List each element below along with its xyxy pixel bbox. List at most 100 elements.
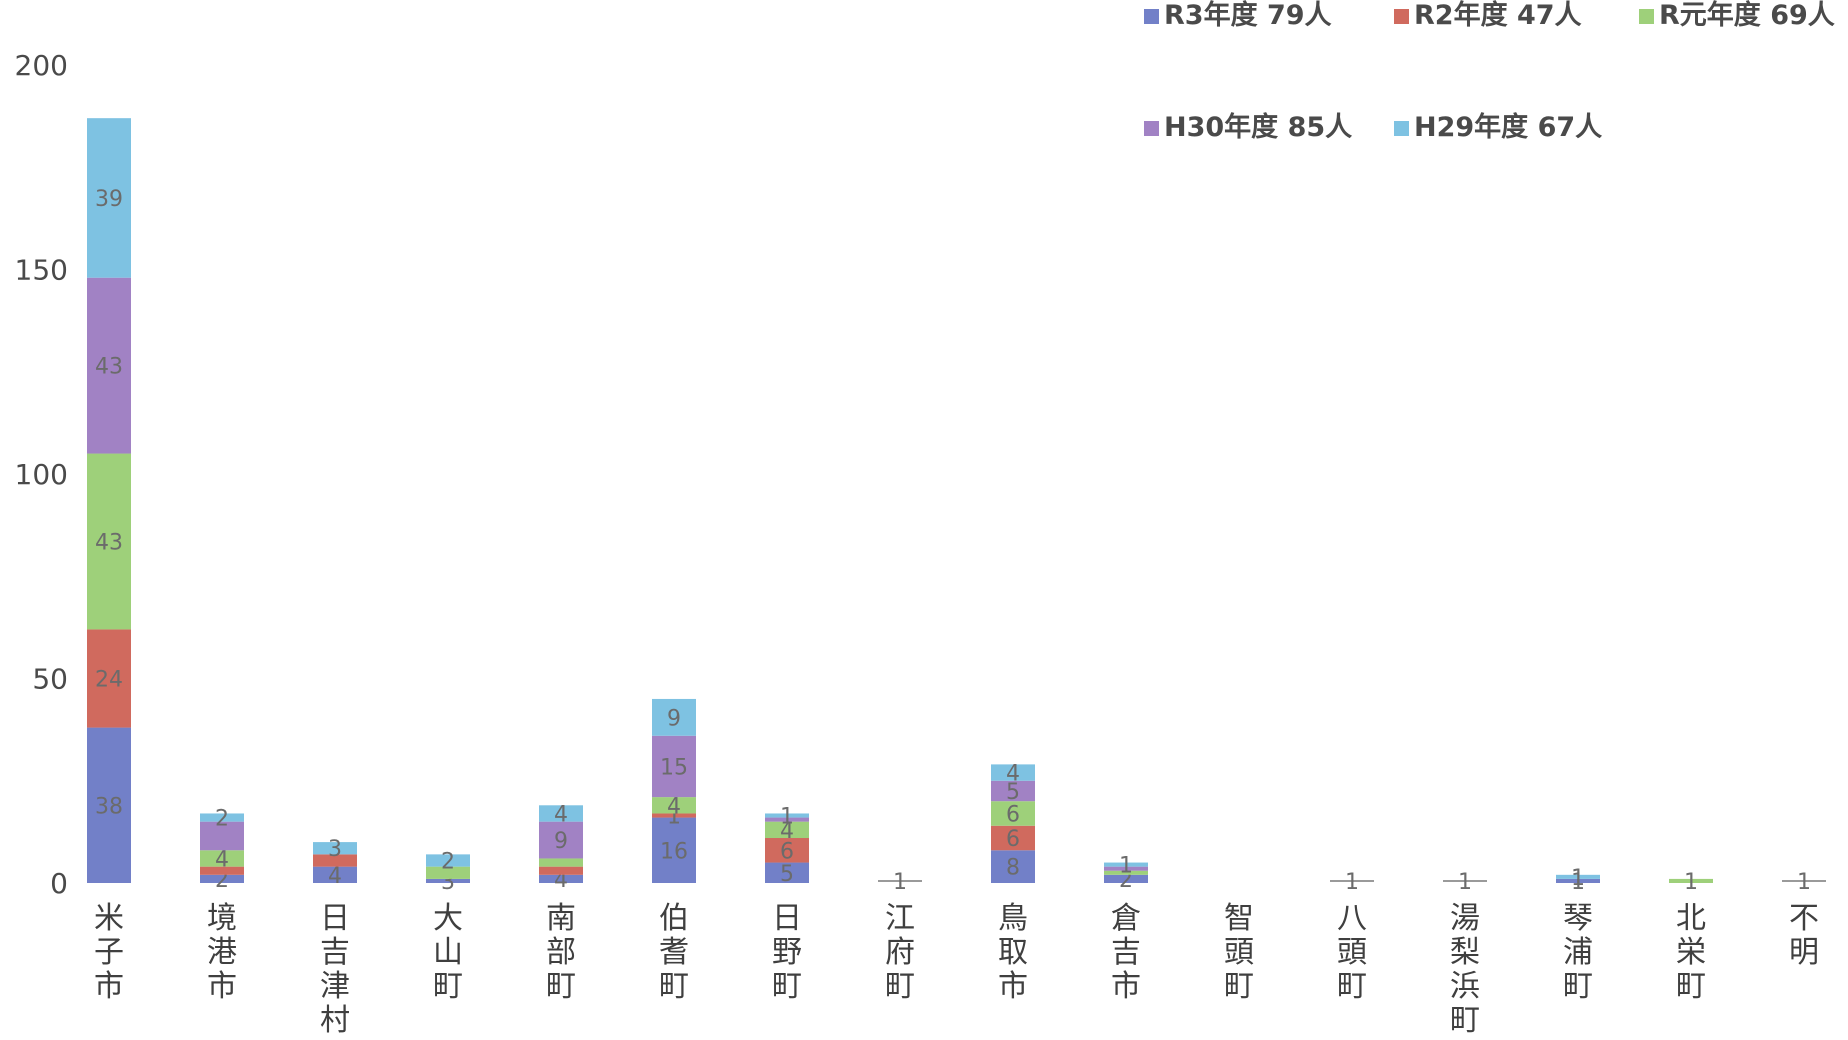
bar-segment: [1556, 874, 1600, 879]
legend-item: H29年度 67人: [1394, 111, 1602, 143]
segment-value-label: 1: [780, 805, 794, 830]
bar-segment: [313, 842, 357, 855]
segment-value-label: 4: [1006, 762, 1020, 787]
segment-value-label: 1: [1797, 870, 1811, 895]
bar-segment: [652, 817, 696, 883]
y-tick-label: 150: [15, 254, 68, 287]
segment-value-label: 1: [1684, 870, 1698, 895]
category-label: 不明: [1789, 901, 1819, 970]
bar-segment: [539, 874, 583, 883]
bar-segment: [652, 797, 696, 814]
bar-segment: [1104, 874, 1148, 883]
bar-segment: [1104, 870, 1148, 875]
segment-value-label: 1: [893, 870, 907, 895]
segment-value-label: 2: [215, 807, 229, 832]
segment-value-label: 6: [1006, 802, 1020, 827]
bar-segment: [87, 727, 131, 883]
bar-segment: [652, 813, 696, 818]
bar-segment: [991, 764, 1035, 781]
category-label: 日野町: [772, 901, 802, 1004]
bar-segment: [991, 825, 1035, 851]
segment-value-label: 1: [1458, 870, 1472, 895]
segment-value-label: 2: [441, 850, 455, 875]
segment-value-label: 15: [660, 755, 688, 780]
bar-segment: [87, 453, 131, 630]
bar-segment: [87, 629, 131, 728]
bar-segment: [200, 866, 244, 875]
segment-value-label: 43: [95, 355, 123, 380]
bar-segment: [765, 862, 809, 883]
segment-value-label: 16: [660, 839, 688, 864]
bar-segment: [426, 878, 470, 883]
category-label: 境港市: [207, 901, 237, 1004]
bar-segment: [1669, 878, 1713, 883]
category-label: 智頭町: [1224, 901, 1254, 1004]
category-label: 大山町: [433, 901, 463, 1004]
legend-item: R3年度 79人: [1144, 0, 1332, 31]
bars: 3824434339米子市242境港市43日吉津村32大山町494南部町1614…: [87, 118, 1826, 1038]
segment-value-label: 4: [215, 847, 229, 872]
bar-stack: 1 江府町: [878, 870, 922, 1004]
bar-segment: [765, 813, 809, 818]
legend-label: H30年度 85人: [1164, 111, 1352, 143]
bar-stack: 智頭町: [1224, 901, 1254, 1004]
bar-stack: 1 八頭町: [1330, 870, 1374, 1004]
bar-stack: 1 湯梨浜町: [1443, 870, 1487, 1038]
bar-segment: [1556, 878, 1600, 883]
segment-value-label: 6: [1006, 827, 1020, 852]
segment-value-label: 24: [95, 668, 123, 693]
category-label: 北栄町: [1676, 901, 1706, 1004]
category-label: 琴浦町: [1563, 901, 1593, 1004]
bar-segment: [652, 735, 696, 798]
bar-segment: [539, 805, 583, 822]
segment-value-label: 43: [95, 530, 123, 555]
legend-swatch: [1144, 121, 1159, 136]
bar-segment: [539, 821, 583, 859]
legend-item: H30年度 85人: [1144, 111, 1352, 143]
category-label: 伯耆町: [659, 901, 689, 1004]
bar-segment: [426, 866, 470, 879]
bar-stack: 1 北栄町: [1669, 870, 1713, 1004]
y-tick-label: 100: [15, 458, 68, 491]
legend-label: R2年度 47人: [1414, 0, 1582, 31]
segment-value-label: 9: [554, 829, 568, 854]
segment-value-label: 1: [1119, 854, 1133, 879]
y-axis: 0 50 100 150 200: [15, 49, 68, 900]
bar-stack: 38 24 43 43 39 米子市: [87, 118, 131, 1004]
bar-segment: [200, 850, 244, 867]
legend-label: R3年度 79人: [1164, 0, 1332, 31]
segment-value-label: 3: [328, 837, 342, 862]
category-label: 八頭町: [1337, 901, 1367, 1004]
bar-segment: [991, 801, 1035, 826]
legend-item: R2年度 47人: [1394, 0, 1582, 31]
segment-value-label: 5: [1006, 780, 1020, 805]
bar-segment: [652, 698, 696, 736]
legend-label: H29年度 67人: [1414, 111, 1602, 143]
bar-segment: [991, 850, 1035, 883]
y-tick-label: 0: [50, 867, 68, 900]
segment-value-label: 6: [780, 839, 794, 864]
bar-segment: [313, 854, 357, 867]
segment-value-label: 4: [667, 794, 681, 819]
bar-segment: [87, 277, 131, 454]
bar-segment: [200, 874, 244, 883]
bar-segment: [991, 780, 1035, 802]
segment-value-label: 8: [1006, 856, 1020, 881]
bar-segment: [765, 838, 809, 863]
category-label: 鳥取市: [998, 901, 1028, 1004]
segment-value-label: 4: [780, 819, 794, 844]
segment-value-label: 38: [95, 794, 123, 819]
bar-segment: [200, 813, 244, 822]
bar-segment: [1104, 862, 1148, 867]
legend-swatch: [1639, 9, 1654, 24]
bar-segment: [200, 821, 244, 851]
bar-segment: [1104, 866, 1148, 871]
segment-value-label: 1: [1345, 870, 1359, 895]
